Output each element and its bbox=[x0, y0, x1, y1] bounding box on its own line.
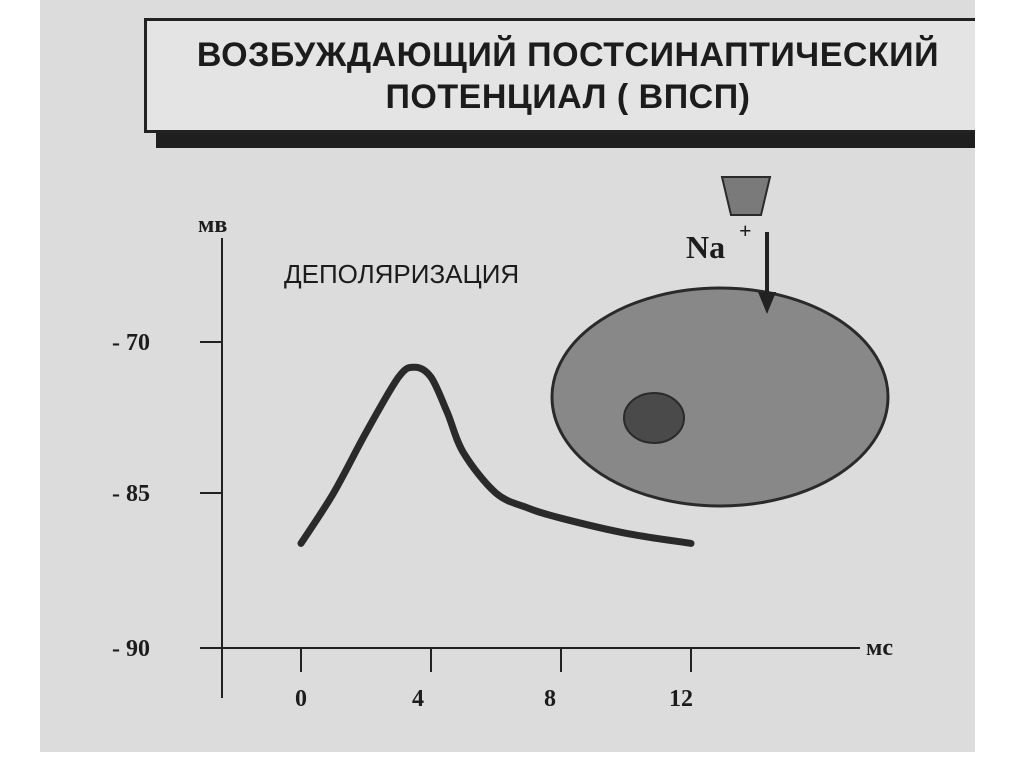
x-tick-label-8: 8 bbox=[544, 686, 556, 712]
x-tick-label-0: 0 bbox=[295, 686, 307, 712]
cell-nucleus bbox=[623, 392, 685, 444]
depolarization-label: ДЕПОЛЯРИЗАЦИЯ bbox=[284, 259, 519, 289]
x-tick-label-4: 4 bbox=[412, 686, 424, 712]
y-tick-label-85: - 85 bbox=[112, 481, 150, 507]
epsp-curve bbox=[297, 363, 695, 547]
ion-charge: + bbox=[739, 218, 752, 243]
y-tick-label-90: - 90 bbox=[112, 636, 150, 662]
cell-body bbox=[550, 286, 890, 508]
y-tick-label-70: - 70 bbox=[112, 330, 150, 356]
title-line-2: ПОТЕНЦИАЛ ( ВПСП) bbox=[385, 77, 751, 116]
arrow-head-icon bbox=[758, 292, 776, 314]
title-box: ВОЗБУЖДАЮЩИЙ ПОСТСИНАПТИЧЕСКИЙ ПОТЕНЦИАЛ… bbox=[144, 18, 975, 133]
epsp-diagram: мв мс - 70 - 85 - 90 0 4 8 12 ДЕПОЛЯРИЗА… bbox=[112, 176, 893, 712]
x-tick-label-12: 12 bbox=[669, 686, 693, 712]
ion-channel-icon bbox=[720, 176, 772, 216]
y-axis-label: мв bbox=[198, 212, 227, 238]
slide: ВОЗБУЖДАЮЩИЙ ПОСТСИНАПТИЧЕСКИЙ ПОТЕНЦИАЛ… bbox=[40, 0, 975, 752]
title-line-1: ВОЗБУЖДАЮЩИЙ ПОСТСИНАПТИЧЕСКИЙ bbox=[196, 35, 940, 74]
ion-symbol: Na bbox=[686, 229, 725, 265]
x-axis-label: мс bbox=[866, 635, 893, 661]
